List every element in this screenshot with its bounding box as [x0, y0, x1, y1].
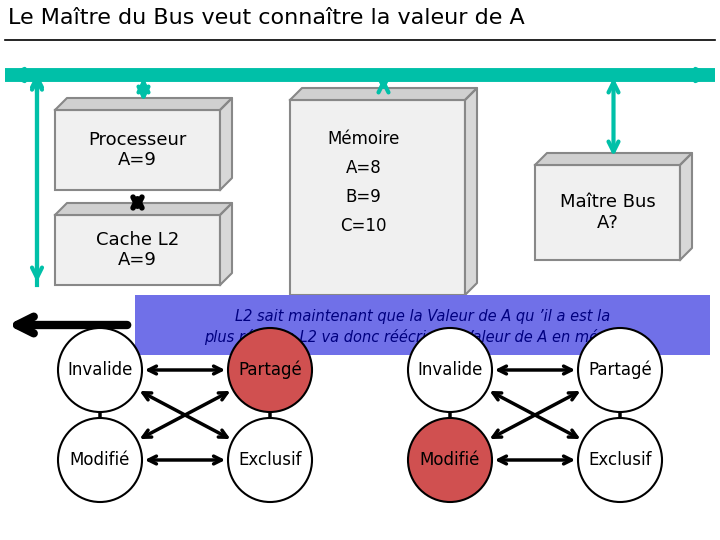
- Text: Modifié: Modifié: [420, 451, 480, 469]
- Text: Cache L2
A=9: Cache L2 A=9: [96, 231, 179, 269]
- Text: Invalide: Invalide: [418, 361, 482, 379]
- Text: Mémoire
A=8
B=9
C=10: Mémoire A=8 B=9 C=10: [328, 130, 400, 235]
- Text: Partagé: Partagé: [588, 361, 652, 379]
- Bar: [135, 295, 710, 355]
- Text: L2 sait maintenant que la Valeur de A qu ’il a est la: L2 sait maintenant que la Valeur de A qu…: [235, 309, 610, 325]
- Bar: [535, 165, 680, 260]
- Circle shape: [58, 418, 142, 502]
- Text: Exclusif: Exclusif: [238, 451, 302, 469]
- Polygon shape: [535, 153, 692, 165]
- Circle shape: [578, 328, 662, 412]
- Polygon shape: [55, 98, 232, 110]
- Text: Processeur
A=9: Processeur A=9: [89, 131, 186, 170]
- Text: Cache L2: Cache L2: [497, 322, 573, 340]
- Bar: [290, 100, 465, 295]
- Text: plus récente.L2 va donc réécrire la Valeur de A en mémoire: plus récente.L2 va donc réécrire la Vale…: [204, 329, 641, 345]
- Circle shape: [408, 418, 492, 502]
- Polygon shape: [220, 98, 232, 190]
- Text: Exclusif: Exclusif: [588, 451, 652, 469]
- Circle shape: [228, 328, 312, 412]
- Circle shape: [578, 418, 662, 502]
- Bar: [55, 215, 220, 285]
- Polygon shape: [220, 203, 232, 285]
- Text: Invalide: Invalide: [67, 361, 132, 379]
- Text: Cache  L1: Cache L1: [144, 322, 226, 340]
- Polygon shape: [465, 88, 477, 295]
- Circle shape: [228, 418, 312, 502]
- Text: Partagé: Partagé: [238, 361, 302, 379]
- Text: Le Maître du Bus veut connaître la valeur de A: Le Maître du Bus veut connaître la valeu…: [8, 8, 525, 28]
- Circle shape: [408, 328, 492, 412]
- Bar: [55, 110, 220, 190]
- Polygon shape: [680, 153, 692, 260]
- Text: Maître Bus
A?: Maître Bus A?: [559, 193, 655, 232]
- Polygon shape: [290, 88, 477, 100]
- Text: Modifié: Modifié: [70, 451, 130, 469]
- Polygon shape: [55, 203, 232, 215]
- Circle shape: [58, 328, 142, 412]
